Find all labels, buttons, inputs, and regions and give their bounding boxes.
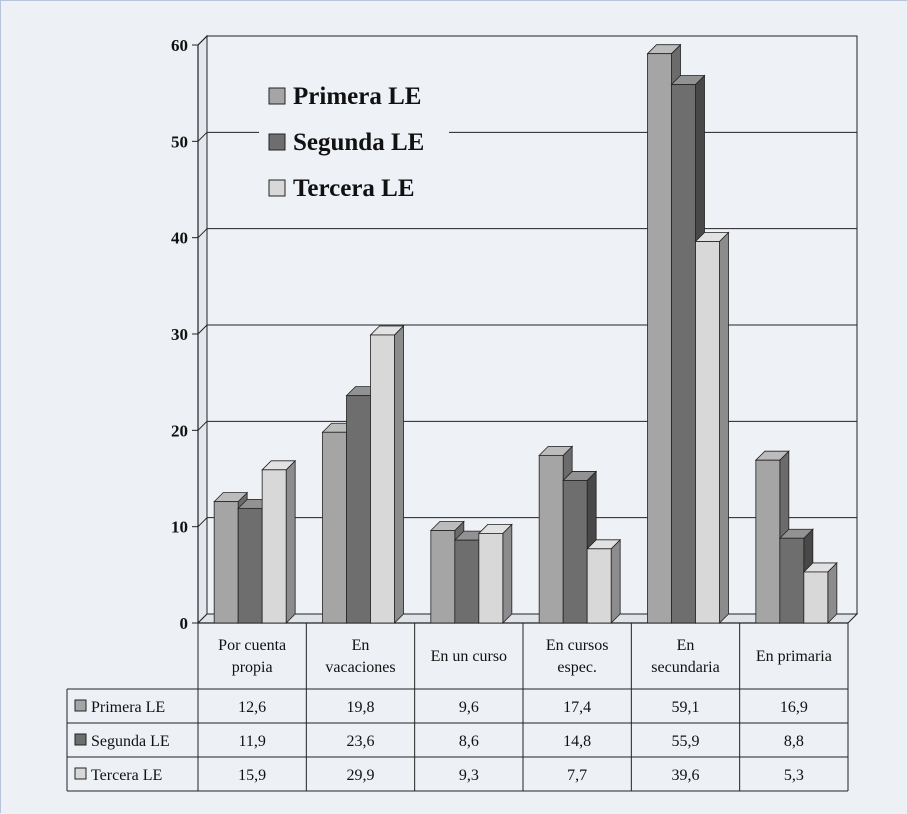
category-label: En primaria <box>756 648 832 665</box>
table-legend-swatch <box>74 733 87 746</box>
gridline-side <box>197 324 208 335</box>
bar-front-face <box>322 431 347 624</box>
bar <box>694 231 730 624</box>
gridline-side <box>197 35 208 46</box>
table-cell: 59,1 <box>672 699 700 716</box>
bar <box>802 561 838 624</box>
category-label: Por cuenta <box>218 637 286 654</box>
table-row-label: Tercera LE <box>91 767 162 784</box>
bar-front-face <box>478 533 504 624</box>
bar-front-face <box>803 571 829 624</box>
gridline-side <box>197 228 208 239</box>
bar-front-face <box>430 530 456 624</box>
legend: Primera LE Segunda LE Tercera LE <box>259 81 449 215</box>
table-row-label: Segunda LE <box>91 733 170 750</box>
category-label: En <box>677 637 695 654</box>
table-cell: 11,9 <box>238 733 265 750</box>
legend-label: Tercera LE <box>293 175 415 202</box>
bar <box>369 324 405 624</box>
bars <box>213 43 838 624</box>
bar-front-face <box>586 548 612 624</box>
bar-front-face <box>454 539 480 624</box>
table-cell: 29,9 <box>347 767 375 784</box>
y-tick-label: 20 <box>171 421 188 440</box>
bar <box>586 538 622 624</box>
bar-front-face <box>237 507 263 624</box>
category-label: En cursos <box>546 637 609 654</box>
bar-side-face <box>610 538 621 624</box>
bar-side-face <box>285 459 296 624</box>
table-cell: 5,3 <box>784 767 804 784</box>
legend-swatch <box>268 179 286 197</box>
y-tick-label: 60 <box>171 36 188 55</box>
table-cell: 8,6 <box>459 733 479 750</box>
gridline-side <box>197 420 208 431</box>
table-cell: 9,3 <box>459 767 479 784</box>
bar-side-face <box>827 561 838 624</box>
bar-front-face <box>755 459 781 624</box>
bar-front-face <box>213 501 239 624</box>
category-label: vacaciones <box>325 659 395 676</box>
category-label: secundaria <box>651 659 719 676</box>
table-cell: 7,7 <box>567 767 587 784</box>
bar-front-face <box>261 469 287 624</box>
legend-swatch <box>268 87 286 105</box>
y-tick-label: 10 <box>171 518 188 537</box>
category-label: En <box>352 637 370 654</box>
legend-background <box>259 81 449 215</box>
bar-side-face <box>502 523 513 624</box>
bar-front-face <box>346 395 371 624</box>
table-cell: 39,6 <box>672 767 700 784</box>
bar-front-face <box>671 84 696 624</box>
table-legend-swatch <box>74 699 87 712</box>
bar-front-face <box>562 480 588 624</box>
table-legend-swatch <box>74 767 87 780</box>
gridline-side <box>197 131 208 142</box>
bar-front-face <box>779 537 805 624</box>
bar-side-face <box>719 231 729 624</box>
table-cell: 8,8 <box>784 733 804 750</box>
y-tick-label: 0 <box>180 614 189 633</box>
y-tick-label: 50 <box>171 132 188 151</box>
table-cell: 9,6 <box>459 699 479 716</box>
table-cell: 15,9 <box>238 767 266 784</box>
category-label: En un curso <box>431 648 507 665</box>
y-tick-label: 30 <box>171 325 188 344</box>
bar-front-face <box>538 454 564 624</box>
table-cell: 23,6 <box>347 733 375 750</box>
table-cell: 12,6 <box>238 699 266 716</box>
legend-swatch <box>268 133 286 151</box>
category-label: propia <box>232 659 273 676</box>
y-tick-label: 40 <box>171 229 188 248</box>
table-cell: 55,9 <box>672 733 700 750</box>
table-cell: 16,9 <box>780 699 808 716</box>
data-table: Por cuenta propia En vacaciones En un curso E… <box>66 623 849 792</box>
bar <box>261 459 297 624</box>
table-cell: 14,8 <box>563 733 591 750</box>
table-row-label: Primera LE <box>91 699 165 716</box>
bar <box>477 523 513 624</box>
legend-label: Segunda LE <box>293 129 424 156</box>
gridline-side <box>197 517 208 528</box>
bar-front-face <box>647 53 672 624</box>
bar-front-face <box>695 241 720 624</box>
table-cell: 17,4 <box>563 699 591 716</box>
table-cell: 19,8 <box>347 699 375 716</box>
bar-side-face <box>394 324 404 624</box>
bar-front-face <box>370 334 395 624</box>
legend-label: Primera LE <box>293 83 421 110</box>
category-label: espec. <box>557 659 597 676</box>
